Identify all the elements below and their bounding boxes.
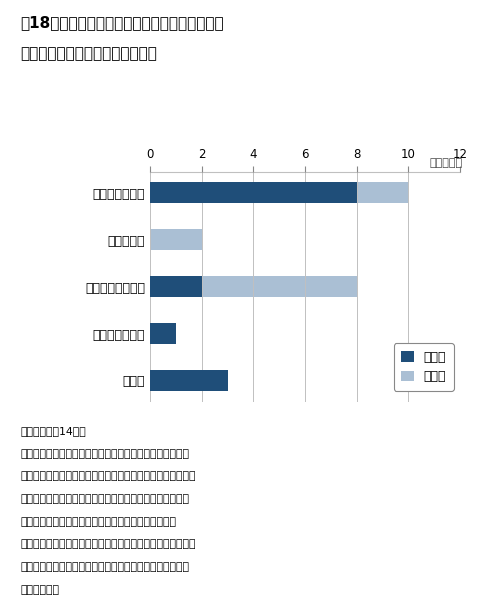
Bar bbox=[150, 323, 176, 344]
Text: 図18　未承認薬のピボタル試験時に日本の期待: 図18 未承認薬のピボタル試験時に日本の期待 bbox=[20, 15, 224, 30]
Text: 本の製品の想定価格が低いため」を「価格が低い」、: 本の製品の想定価格が低いため」を「価格が低い」、 bbox=[20, 494, 189, 504]
Bar bbox=[150, 323, 176, 344]
Text: ている。: ている。 bbox=[20, 585, 59, 595]
Text: 「追加投資が大きい：日本の開発等の追加費用が大き: 「追加投資が大きい：日本の開発等の追加費用が大き bbox=[20, 517, 176, 527]
Text: いため」を「価追加投資が大きい」、「開発の成功確率: いため」を「価追加投資が大きい」、「開発の成功確率 bbox=[20, 539, 196, 549]
Bar bbox=[150, 276, 356, 297]
Bar bbox=[150, 229, 202, 250]
Text: 回答選択肢の「収益性が低い：日本の想定患者数が少: 回答選択肢の「収益性が低い：日本の想定患者数が少 bbox=[20, 449, 189, 459]
Bar bbox=[150, 370, 228, 391]
Text: （品目数）: （品目数） bbox=[430, 158, 462, 168]
Text: 注：有効回答14品目: 注：有効回答14品目 bbox=[20, 426, 86, 436]
Bar bbox=[150, 276, 202, 297]
Bar bbox=[150, 182, 356, 204]
Bar bbox=[150, 370, 228, 391]
Bar bbox=[150, 182, 408, 204]
Text: ないため」を「患者数が少ない」、「収益性が低い：日: ないため」を「患者数が少ない」、「収益性が低い：日 bbox=[20, 471, 196, 481]
Legend: １番目, ２番目: １番目, ２番目 bbox=[394, 343, 454, 390]
Text: 事業価値が小さかった要因: 事業価値が小さかった要因 bbox=[20, 46, 157, 61]
Text: が低いため」を「成功確率が低い」と図中にて表示し: が低いため」を「成功確率が低い」と図中にて表示し bbox=[20, 562, 189, 572]
